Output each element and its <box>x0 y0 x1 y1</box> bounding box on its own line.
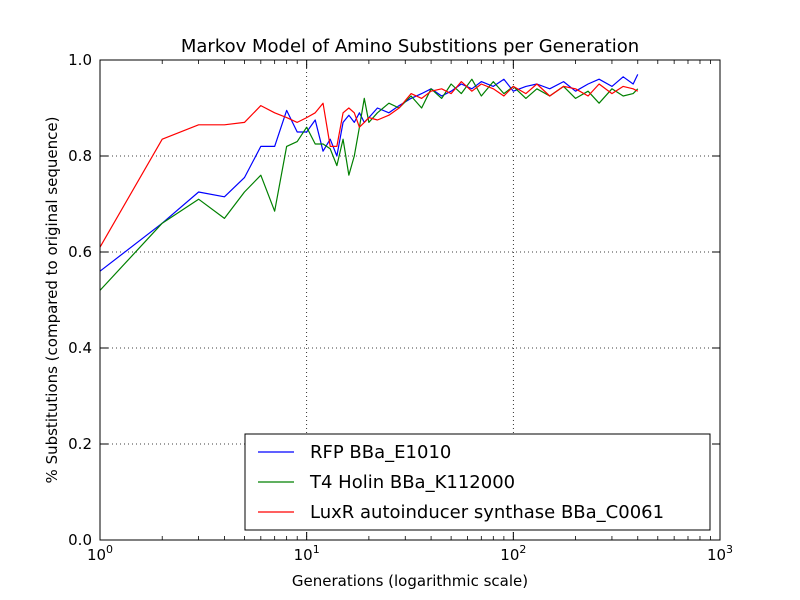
x-tick-base: 10 <box>87 546 106 564</box>
series-line-1 <box>99 74 639 272</box>
legend-label-2: T4 Holin BBa_K112000 <box>309 472 515 493</box>
series-line-3 <box>99 80 639 248</box>
legend: RFP BBa_E1010 T4 Holin BBa_K112000 LuxR au… <box>244 433 711 531</box>
x-axis-label: Generations (logarithmic scale) <box>292 572 528 590</box>
x-tick-exponent: 2 <box>519 543 526 556</box>
x-tick-exponent: 1 <box>313 543 320 556</box>
legend-box <box>244 433 711 531</box>
y-tick-label: 0.6 <box>68 243 92 261</box>
y-tick-label: 0.4 <box>68 339 92 357</box>
x-tick-exponent: 3 <box>726 543 733 556</box>
x-tick-label: 102 <box>500 543 526 564</box>
y-tick-label: 0.8 <box>68 147 92 165</box>
chart-title: Markov Model of Amino Substitions per Ge… <box>181 36 639 57</box>
y-tick-label: 0.0 <box>68 531 92 549</box>
plot-frame <box>99 59 721 541</box>
y-tick-label: 1.0 <box>68 51 92 69</box>
series-layer <box>99 74 639 291</box>
legend-label-3: LuxR autoinducer synthase BBa_C0061 <box>310 502 664 523</box>
x-tick-base: 10 <box>707 546 726 564</box>
x-tick-base: 10 <box>294 546 313 564</box>
x-tick-base: 10 <box>500 546 519 564</box>
y-tick-label: 0.2 <box>68 435 92 453</box>
x-tick-label: 100 <box>87 543 113 564</box>
x-tick-exponent: 0 <box>106 543 113 556</box>
y-axis-label: % Substitutions (compared to original se… <box>43 117 61 484</box>
x-tick-label: 101 <box>294 543 320 564</box>
x-tick-label: 103 <box>707 543 733 564</box>
legend-label-1: RFP BBa_E1010 <box>310 442 451 463</box>
